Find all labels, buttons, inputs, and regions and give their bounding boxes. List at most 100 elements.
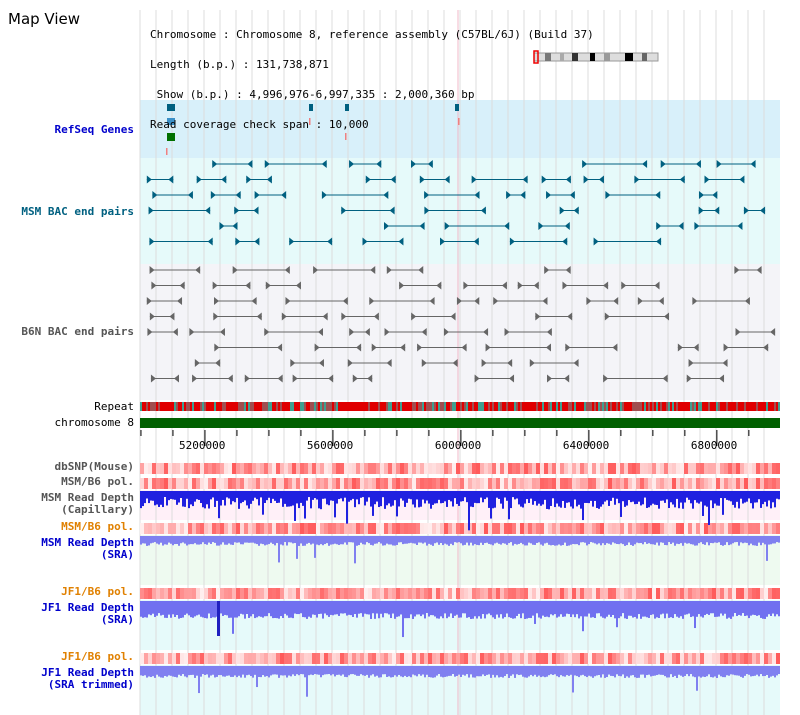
jf1-b6-pol-strip — [636, 653, 640, 664]
msm-depth-capillary-bar — [468, 491, 470, 531]
msm-depth-sra-bar — [296, 536, 298, 559]
jf1-depth-sra-bar — [430, 601, 432, 616]
jf1-depth-trim-bar — [152, 666, 154, 677]
msm-b6-pol-strip — [292, 523, 296, 534]
track-label-jf1-b6-pol-2[interactable]: JF1/B6 pol. — [0, 651, 134, 663]
track-label-b6n-bac[interactable]: B6N BAC end pairs — [0, 326, 134, 338]
msm-bac-pair-end — [559, 206, 565, 215]
track-label-msm-bac[interactable]: MSM BAC end pairs — [0, 206, 134, 218]
msm-bac-pair-end — [210, 191, 216, 199]
jf1-depth-sra-bar — [258, 601, 260, 617]
track-label-msm-depth-sra[interactable]: MSM Read Depth (SRA) — [0, 537, 134, 561]
track-label-msm-b6-pol-2[interactable]: MSM/B6 pol. — [0, 521, 134, 533]
msm-b6-pol-strip — [200, 523, 204, 534]
msm-depth-capillary-bar — [196, 491, 198, 500]
track-label-jf1-b6-pol-1[interactable]: JF1/B6 pol. — [0, 586, 134, 598]
msm-b6-pol-strip — [244, 478, 248, 489]
jf1-depth-sra-bar — [484, 601, 486, 619]
msm-depth-sra-bar — [198, 536, 200, 545]
jf1-b6-pol-strip — [192, 653, 196, 664]
track-label-line: JF1/B6 pol. — [61, 585, 134, 598]
repeat-segment — [204, 402, 206, 411]
msm-b6-pol-strip — [588, 478, 592, 489]
msm-b6-pol-strip — [456, 478, 460, 489]
msm-b6-pol-strip — [516, 478, 520, 489]
jf1-depth-sra-bar — [410, 601, 412, 615]
repeat-segment — [688, 402, 690, 411]
jf1-depth-trim-bar — [432, 666, 434, 678]
msm-depth-capillary-bar — [546, 491, 548, 509]
msm-depth-sra-bar — [540, 536, 542, 545]
jf1-depth-trim-bar — [212, 666, 214, 675]
dbsnp-strip — [736, 463, 740, 474]
msm-depth-sra-bar — [408, 536, 410, 544]
msm-depth-sra-bar — [514, 536, 516, 544]
jf1-depth-trim-bar — [310, 666, 312, 675]
jf1-depth-sra-bar — [440, 601, 442, 617]
msm-b6-pol-strip — [708, 478, 712, 489]
jf1-depth-sra-bar — [400, 601, 402, 615]
jf1-b6-pol-strip — [556, 588, 560, 599]
msm-depth-capillary-bar — [212, 491, 214, 498]
track-label-dbsnp[interactable]: dbSNP(Mouse) — [0, 461, 134, 473]
jf1-depth-sra-bar — [142, 601, 144, 618]
msm-b6-pol-strip — [380, 523, 384, 534]
repeat-segment — [318, 402, 320, 411]
jf1-b6-pol-strip — [420, 653, 424, 664]
msm-b6-pol-strip — [252, 478, 256, 489]
msm-depth-capillary-bar — [216, 491, 218, 501]
track-label-msm-depth-cap[interactable]: MSM Read Depth (Capillary) — [0, 492, 134, 516]
jf1-b6-pol-strip — [564, 588, 568, 599]
msm-depth-sra-bar — [238, 536, 240, 543]
track-label-jf1-depth-sra[interactable]: JF1 Read Depth (SRA) — [0, 602, 134, 626]
dbsnp-strip — [728, 463, 732, 474]
msm-b6-pol-strip — [216, 523, 220, 534]
jf1-depth-trim-bar — [430, 666, 432, 678]
msm-depth-sra-bar — [650, 536, 652, 545]
jf1-depth-sra-bar — [608, 601, 610, 615]
jf1-b6-pol-strip — [332, 588, 336, 599]
repeat-segment — [338, 402, 340, 411]
track-label-repeat[interactable]: Repeat — [0, 401, 134, 413]
msm-depth-capillary-bar — [414, 491, 416, 508]
track-label-refseq[interactable]: RefSeq Genes — [0, 124, 134, 136]
ideogram-band — [560, 53, 564, 61]
track-label-chromosome[interactable]: chromosome 8 — [0, 417, 134, 429]
msm-b6-pol-strip — [208, 478, 212, 489]
dbsnp-strip — [456, 463, 460, 474]
jf1-depth-sra-bar — [264, 601, 266, 617]
msm-b6-pol-strip — [692, 523, 696, 534]
jf1-depth-trim-bar — [742, 666, 744, 678]
jf1-b6-pol-strip — [312, 588, 316, 599]
track-label-jf1-depth-trim[interactable]: JF1 Read Depth (SRA trimmed) — [0, 667, 134, 691]
jf1-b6-pol-strip — [528, 653, 532, 664]
jf1-b6-pol-strip — [628, 588, 632, 599]
msm-b6-pol-strip — [548, 523, 552, 534]
jf1-depth-sra-bar — [778, 601, 780, 617]
jf1-depth-trim-bar — [272, 666, 274, 675]
msm-b6-pol-strip — [340, 478, 344, 489]
dbsnp-strip — [580, 463, 584, 474]
jf1-depth-trim-bar — [146, 666, 148, 678]
msm-depth-sra-bar — [426, 536, 428, 546]
msm-b6-pol-strip — [488, 478, 492, 489]
msm-b6-pol-strip — [184, 478, 188, 489]
msm-depth-capillary-bar — [392, 491, 394, 506]
jf1-depth-trim-bar — [400, 666, 402, 677]
jf1-depth-sra-bar — [654, 601, 656, 619]
msm-b6-pol-strip — [312, 523, 316, 534]
msm-depth-sra-bar — [666, 536, 668, 546]
jf1-depth-trim-bar — [682, 666, 684, 677]
repeat-segment — [226, 402, 228, 411]
msm-depth-sra-bar — [314, 536, 316, 558]
repeat-segment — [322, 402, 324, 411]
repeat-segment — [592, 402, 594, 411]
track-label-msm-b6-pol-1[interactable]: MSM/B6 pol. — [0, 476, 134, 488]
jf1-b6-pol-strip — [680, 653, 684, 664]
jf1-b6-pol-strip — [208, 653, 212, 664]
repeat-segment — [514, 402, 516, 411]
jf1-depth-sra-bar — [182, 601, 184, 618]
msm-bac-pair-end — [509, 237, 515, 246]
jf1-depth-trim-bar — [612, 666, 614, 677]
jf1-b6-pol-strip — [456, 588, 460, 599]
